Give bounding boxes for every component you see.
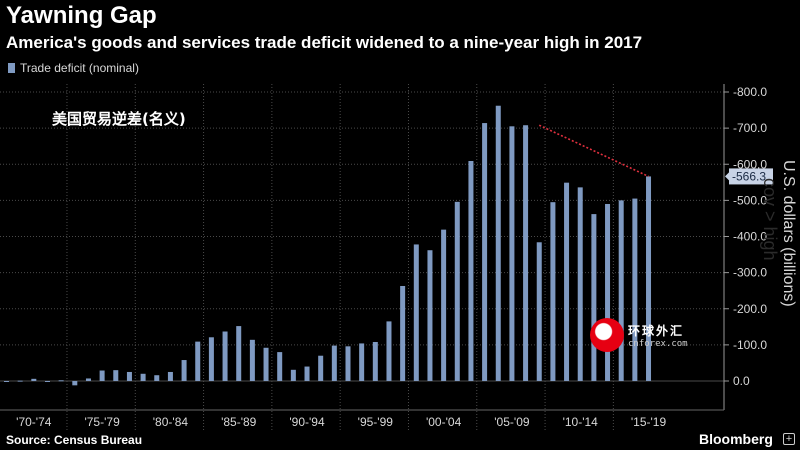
y-tick-label: -200.0 bbox=[733, 302, 767, 316]
x-tick-label: '80-'84 bbox=[153, 415, 189, 429]
bar-2016 bbox=[632, 198, 638, 381]
y-axis-label: U.S. dollars (billions) bbox=[780, 160, 797, 307]
grid-layer bbox=[0, 84, 724, 430]
bar-2010 bbox=[550, 202, 556, 381]
x-tick-label: '10-'14 bbox=[563, 415, 599, 429]
source-note: Source: Census Bureau bbox=[6, 433, 143, 447]
y-tick-label: -100.0 bbox=[733, 338, 767, 352]
bar-1970 bbox=[4, 381, 9, 382]
watermark-cn: 环球外汇 bbox=[628, 323, 685, 338]
bar-1972 bbox=[31, 378, 37, 381]
bar-2017 bbox=[646, 176, 652, 381]
axis-layer: 0.0-100.0-200.0-300.0-400.0-500.0-600.0-… bbox=[0, 84, 773, 429]
bar-1973 bbox=[44, 381, 50, 382]
expand-icon[interactable]: + bbox=[783, 433, 795, 445]
bar-2012 bbox=[577, 187, 583, 381]
y-tick-label: -800.0 bbox=[733, 85, 767, 99]
y-tick-label: 0.0 bbox=[733, 374, 750, 388]
y-tick-label: -700.0 bbox=[733, 121, 767, 135]
bar-1991 bbox=[290, 369, 296, 381]
trend-line bbox=[538, 124, 649, 178]
bar-2007 bbox=[509, 126, 515, 381]
y-tick-label: -500.0 bbox=[733, 193, 767, 207]
bar-1981 bbox=[154, 375, 160, 381]
trend-layer bbox=[538, 124, 649, 178]
bar-2003 bbox=[454, 201, 460, 381]
bar-2002 bbox=[441, 229, 447, 381]
bar-1971 bbox=[17, 380, 23, 382]
bar-1985 bbox=[208, 337, 214, 381]
bar-1977 bbox=[99, 370, 105, 381]
bar-1996 bbox=[359, 343, 365, 381]
bar-1975 bbox=[72, 381, 78, 386]
bar-1979 bbox=[126, 371, 132, 381]
bar-1980 bbox=[140, 373, 146, 381]
bar-2005 bbox=[482, 123, 488, 381]
brand-logo: Bloomberg bbox=[699, 431, 773, 447]
x-tick-label: '90-'94 bbox=[289, 415, 325, 429]
bar-2014 bbox=[605, 203, 611, 381]
bar-1993 bbox=[318, 355, 324, 381]
bars-layer bbox=[4, 105, 652, 386]
bar-1995 bbox=[345, 346, 351, 381]
last-value-pointer bbox=[725, 172, 729, 181]
x-tick-label: '00-'04 bbox=[426, 415, 462, 429]
x-tick-label: '75-'79 bbox=[84, 415, 120, 429]
bar-1986 bbox=[222, 331, 228, 381]
bar-1976 bbox=[85, 378, 91, 381]
bar-1984 bbox=[195, 341, 201, 381]
bar-2013 bbox=[591, 214, 597, 381]
watermark-logo bbox=[590, 318, 624, 352]
bar-1988 bbox=[249, 339, 255, 381]
bar-2006 bbox=[495, 105, 501, 381]
bar-1982 bbox=[167, 371, 173, 381]
bar-2000 bbox=[413, 244, 419, 381]
y-tick-label: -400.0 bbox=[733, 230, 767, 244]
y-tick-label: -600.0 bbox=[733, 157, 767, 171]
bar-2015 bbox=[618, 200, 624, 381]
y-tick-label: -300.0 bbox=[733, 266, 767, 280]
bar-1992 bbox=[304, 366, 310, 381]
legend-swatch bbox=[8, 63, 15, 73]
bar-1994 bbox=[331, 345, 337, 381]
bar-2011 bbox=[564, 182, 570, 381]
watermark-en: cnforex.com bbox=[628, 338, 688, 349]
legend-label: Trade deficit (nominal) bbox=[20, 61, 139, 75]
bar-2004 bbox=[468, 160, 474, 381]
overlay-text: cov > high bbox=[760, 178, 780, 261]
watermark: 环球外汇 cnforex.com bbox=[590, 318, 688, 352]
x-tick-label: '70-'74 bbox=[16, 415, 52, 429]
x-tick-label: '15-'19 bbox=[631, 415, 667, 429]
bar-1999 bbox=[400, 285, 406, 381]
x-tick-label: '85-'89 bbox=[221, 415, 257, 429]
bar-2009 bbox=[536, 242, 542, 381]
bar-2001 bbox=[427, 250, 433, 381]
bar-1978 bbox=[113, 370, 119, 381]
bar-1983 bbox=[181, 360, 187, 381]
chart-title: Yawning Gap bbox=[6, 2, 157, 29]
annotation-cn: 美国贸易逆差(名义) bbox=[52, 110, 186, 128]
bar-1989 bbox=[263, 347, 269, 381]
last-value-label: -566.3 bbox=[732, 169, 766, 183]
bar-1990 bbox=[277, 352, 283, 381]
last-value-box bbox=[729, 168, 773, 185]
bar-1974 bbox=[58, 380, 64, 382]
legend: Trade deficit (nominal) bbox=[8, 61, 139, 75]
x-tick-label: '05-'09 bbox=[494, 415, 530, 429]
bar-1987 bbox=[236, 326, 242, 381]
bar-2008 bbox=[523, 125, 529, 381]
chart-subtitle: America's goods and services trade defic… bbox=[6, 33, 643, 52]
x-tick-label: '95-'99 bbox=[358, 415, 394, 429]
bar-1998 bbox=[386, 321, 392, 381]
bar-1997 bbox=[372, 341, 378, 381]
